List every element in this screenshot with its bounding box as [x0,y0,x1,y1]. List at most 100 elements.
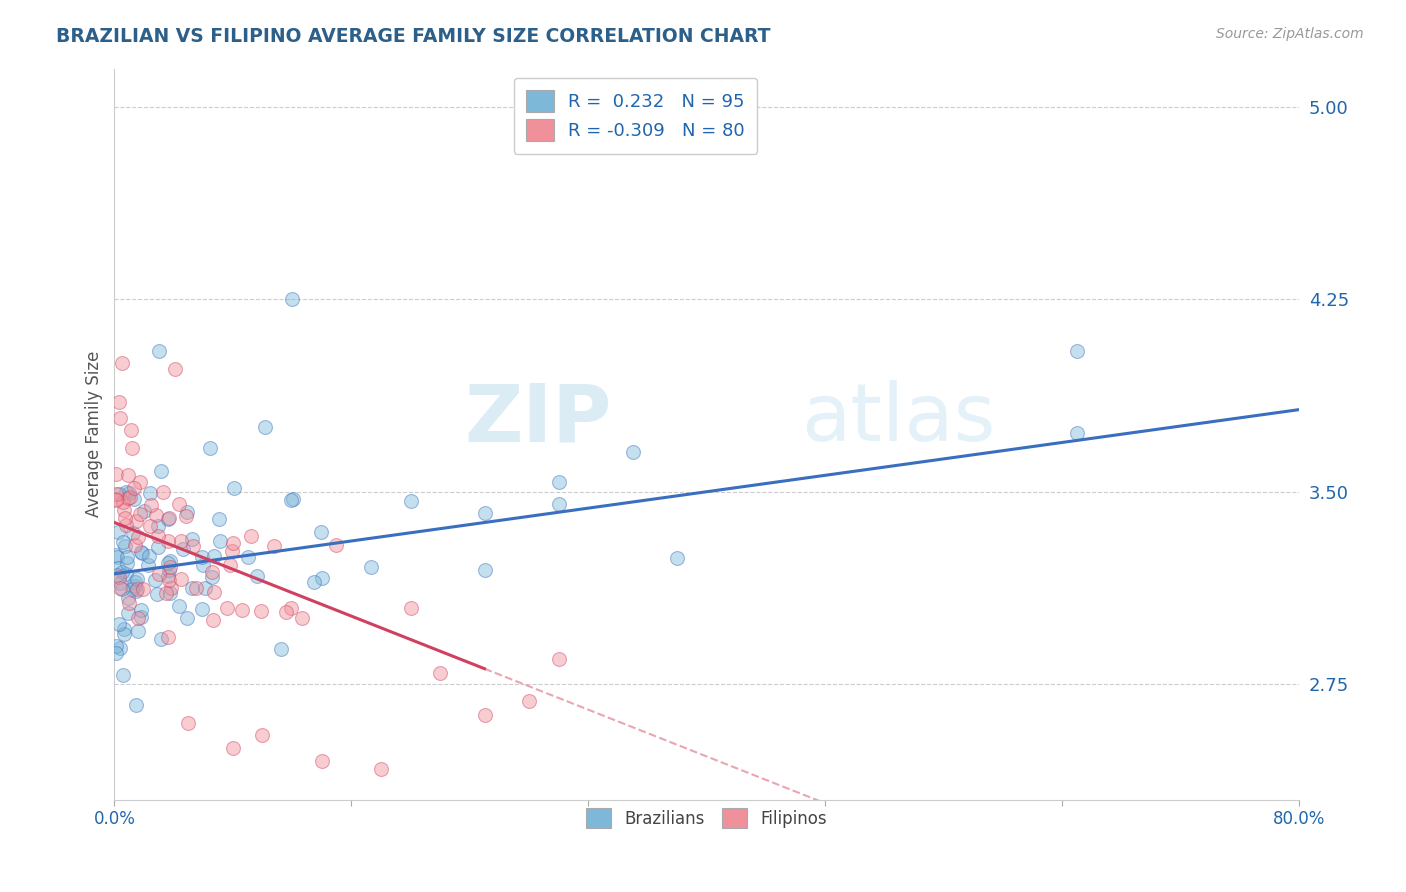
Point [291,611,314,625]
Point [146,529,169,543]
Point [174,508,197,523]
Point [132,582,155,597]
Point [131,546,153,560]
Point [252,728,274,742]
Point [208,512,231,526]
Point [136,558,159,572]
Point [200,441,222,455]
Point [176,611,198,625]
Point [108,575,131,590]
Point [111,356,134,370]
Point [132,504,155,518]
Point [209,533,232,548]
Point [105,568,128,582]
Point [105,549,128,564]
Point [240,529,263,543]
Point [112,535,135,549]
Point [111,582,134,597]
Point [104,492,127,507]
Text: BRAZILIAN VS FILIPINO AVERAGE FAMILY SIZE CORRELATION CHART: BRAZILIAN VS FILIPINO AVERAGE FAMILY SIZ… [56,27,770,45]
Point [159,554,181,568]
Point [120,490,142,504]
Point [204,549,226,564]
Point [167,497,190,511]
Point [202,585,225,599]
Point [145,508,167,522]
Point [245,568,267,582]
Point [121,423,143,437]
Text: Source: ZipAtlas.com: Source: ZipAtlas.com [1216,27,1364,41]
Point [125,514,148,528]
Point [159,559,181,574]
Point [217,601,239,615]
Point [280,492,302,507]
Y-axis label: Average Family Size: Average Family Size [86,351,103,517]
Point [157,569,180,583]
Point [517,694,540,708]
Point [114,511,136,525]
Point [128,507,150,521]
Point [108,582,131,596]
Point [117,607,139,621]
Point [125,698,148,713]
Point [201,570,224,584]
Point [236,549,259,564]
Point [115,484,138,499]
Point [191,558,214,573]
Point [157,573,180,587]
Point [231,602,253,616]
Point [129,475,152,490]
Point [125,582,148,596]
Point [474,506,496,520]
Point [263,539,285,553]
Point [474,563,496,577]
Point [156,533,179,548]
Point [222,536,245,550]
Point [122,525,145,540]
Point [110,641,132,656]
Point [186,581,208,595]
Point [177,715,200,730]
Point [108,570,131,584]
Legend: Brazilians, Filipinos: Brazilians, Filipinos [579,801,834,835]
Point [157,630,180,644]
Point [149,632,172,647]
Point [131,545,153,559]
Point [117,468,139,483]
Point [114,539,136,553]
Point [399,494,422,508]
Point [107,561,129,575]
Point [302,575,325,590]
Point [108,486,131,500]
Point [157,510,180,524]
Point [222,741,245,756]
Point [399,600,422,615]
Point [160,581,183,595]
Point [104,487,127,501]
Point [280,600,302,615]
Point [167,599,190,613]
Point [112,502,135,516]
Point [170,534,193,549]
Point [146,586,169,600]
Point [124,575,146,590]
Point [129,603,152,617]
Point [281,293,304,307]
Point [1066,343,1088,358]
Point [111,566,134,580]
Point [156,512,179,526]
Point [311,571,333,585]
Point [114,627,136,641]
Point [117,591,139,605]
Point [201,565,224,579]
Point [249,604,271,618]
Point [117,549,139,564]
Point [254,419,277,434]
Point [621,444,644,458]
Point [181,581,204,595]
Point [311,754,333,768]
Point [146,540,169,554]
Point [114,622,136,636]
Point [666,550,689,565]
Point [148,566,170,581]
